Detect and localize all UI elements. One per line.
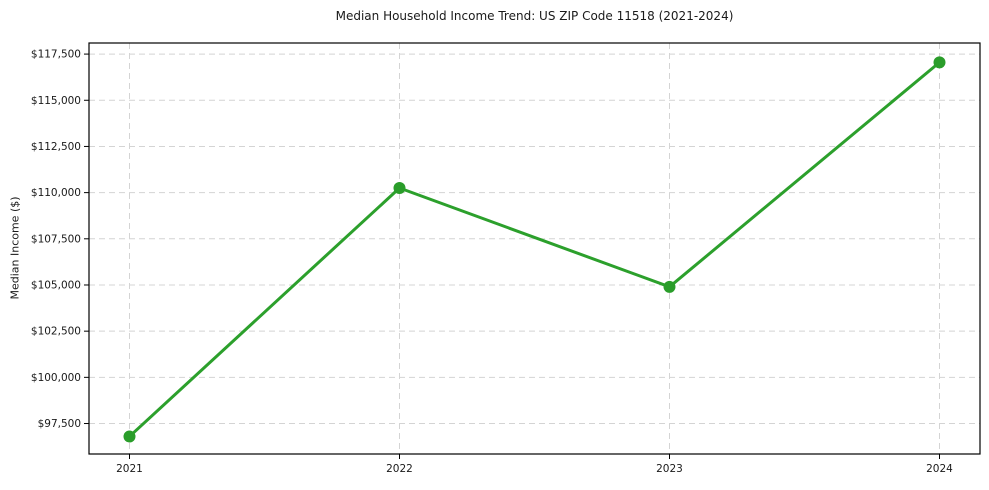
data-point-marker (123, 430, 136, 443)
chart-title: Median Household Income Trend: US ZIP Co… (335, 9, 734, 23)
x-tick-label: 2022 (386, 463, 413, 475)
x-tick-label: 2024 (926, 463, 953, 475)
data-point-marker (933, 56, 946, 69)
y-tick-label: $110,000 (31, 187, 81, 199)
x-tick-label: 2023 (656, 463, 683, 475)
x-tick-label: 2021 (116, 463, 143, 475)
y-tick-label: $102,500 (31, 326, 81, 338)
y-tick-label: $100,000 (31, 372, 81, 384)
y-tick-label: $112,500 (31, 141, 81, 153)
data-point-marker (663, 280, 676, 293)
y-tick-label: $107,500 (31, 233, 81, 245)
y-tick-label: $115,000 (31, 95, 81, 107)
y-tick-label: $105,000 (31, 279, 81, 291)
y-tick-label: $117,500 (31, 49, 81, 61)
y-tick-label: $97,500 (38, 418, 81, 430)
data-point-marker (393, 182, 406, 195)
income-trend-line (128, 60, 941, 438)
plot-border (88, 42, 981, 455)
